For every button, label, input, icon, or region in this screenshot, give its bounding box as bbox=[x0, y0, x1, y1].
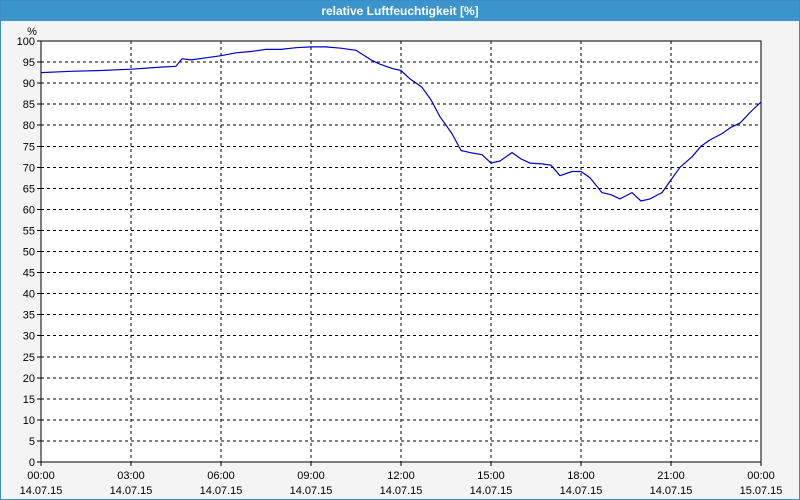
y-tick-label: 65 bbox=[23, 183, 35, 195]
x-tick-date: 14.07.15 bbox=[380, 485, 423, 497]
y-tick-label: 45 bbox=[23, 268, 35, 280]
x-tick-time: 21:00 bbox=[657, 470, 685, 482]
x-tick-time: 00:00 bbox=[747, 470, 775, 482]
humidity-series-line bbox=[40, 46, 762, 202]
x-tick-date: 14.07.15 bbox=[470, 485, 513, 497]
x-tick-date: 14.07.15 bbox=[560, 485, 603, 497]
x-tick-date: 14.07.15 bbox=[650, 485, 693, 497]
x-tick-time: 09:00 bbox=[297, 470, 325, 482]
x-tick-date: 14.07.15 bbox=[110, 485, 153, 497]
x-tick-time: 18:00 bbox=[567, 470, 595, 482]
y-tick-label: 35 bbox=[23, 310, 35, 322]
y-tick-label: 0 bbox=[29, 457, 35, 469]
x-tick-time: 12:00 bbox=[387, 470, 415, 482]
y-tick-label: 55 bbox=[23, 225, 35, 237]
x-tick-date: 14.07.15 bbox=[290, 485, 333, 497]
x-tick-time: 15:00 bbox=[477, 470, 505, 482]
humidity-chart: 0 5 10 15 20 25 30 35 40 45 50 55 60 65 70 75 80 85 90 95 10… bbox=[17, 26, 783, 497]
plot-border bbox=[40, 40, 762, 463]
x-tick-time: 06:00 bbox=[207, 470, 235, 482]
y-tick-label: 95 bbox=[23, 57, 35, 69]
y-tick-label: 20 bbox=[23, 373, 35, 385]
y-tick-label: 30 bbox=[23, 331, 35, 343]
x-tick-time: 00:00 bbox=[27, 470, 55, 482]
y-tick-label: 90 bbox=[23, 78, 35, 90]
y-tick-label: 85 bbox=[23, 99, 35, 111]
y-tick-label: 10 bbox=[23, 415, 35, 427]
y-tick-label: 40 bbox=[23, 289, 35, 301]
x-tick-date: 14.07.15 bbox=[200, 485, 243, 497]
y-tick-label: 50 bbox=[23, 247, 35, 259]
y-tick-label: 70 bbox=[23, 162, 35, 174]
y-axis-unit: % bbox=[27, 26, 37, 38]
y-tick-label: 5 bbox=[29, 436, 35, 448]
window-title: relative Luftfeuchtigkeit [%] bbox=[1, 1, 799, 21]
y-tick-label: 15 bbox=[23, 394, 35, 406]
y-tick-label: 80 bbox=[23, 120, 35, 132]
y-tick-label: 25 bbox=[23, 352, 35, 364]
y-tick-label: 100 bbox=[17, 36, 35, 48]
x-tick-date: 15.07.15 bbox=[740, 485, 783, 497]
x-tick-date: 14.07.15 bbox=[20, 485, 63, 497]
y-tick-label: 60 bbox=[23, 204, 35, 216]
y-tick-label: 75 bbox=[23, 141, 35, 153]
x-tick-time: 03:00 bbox=[117, 470, 145, 482]
